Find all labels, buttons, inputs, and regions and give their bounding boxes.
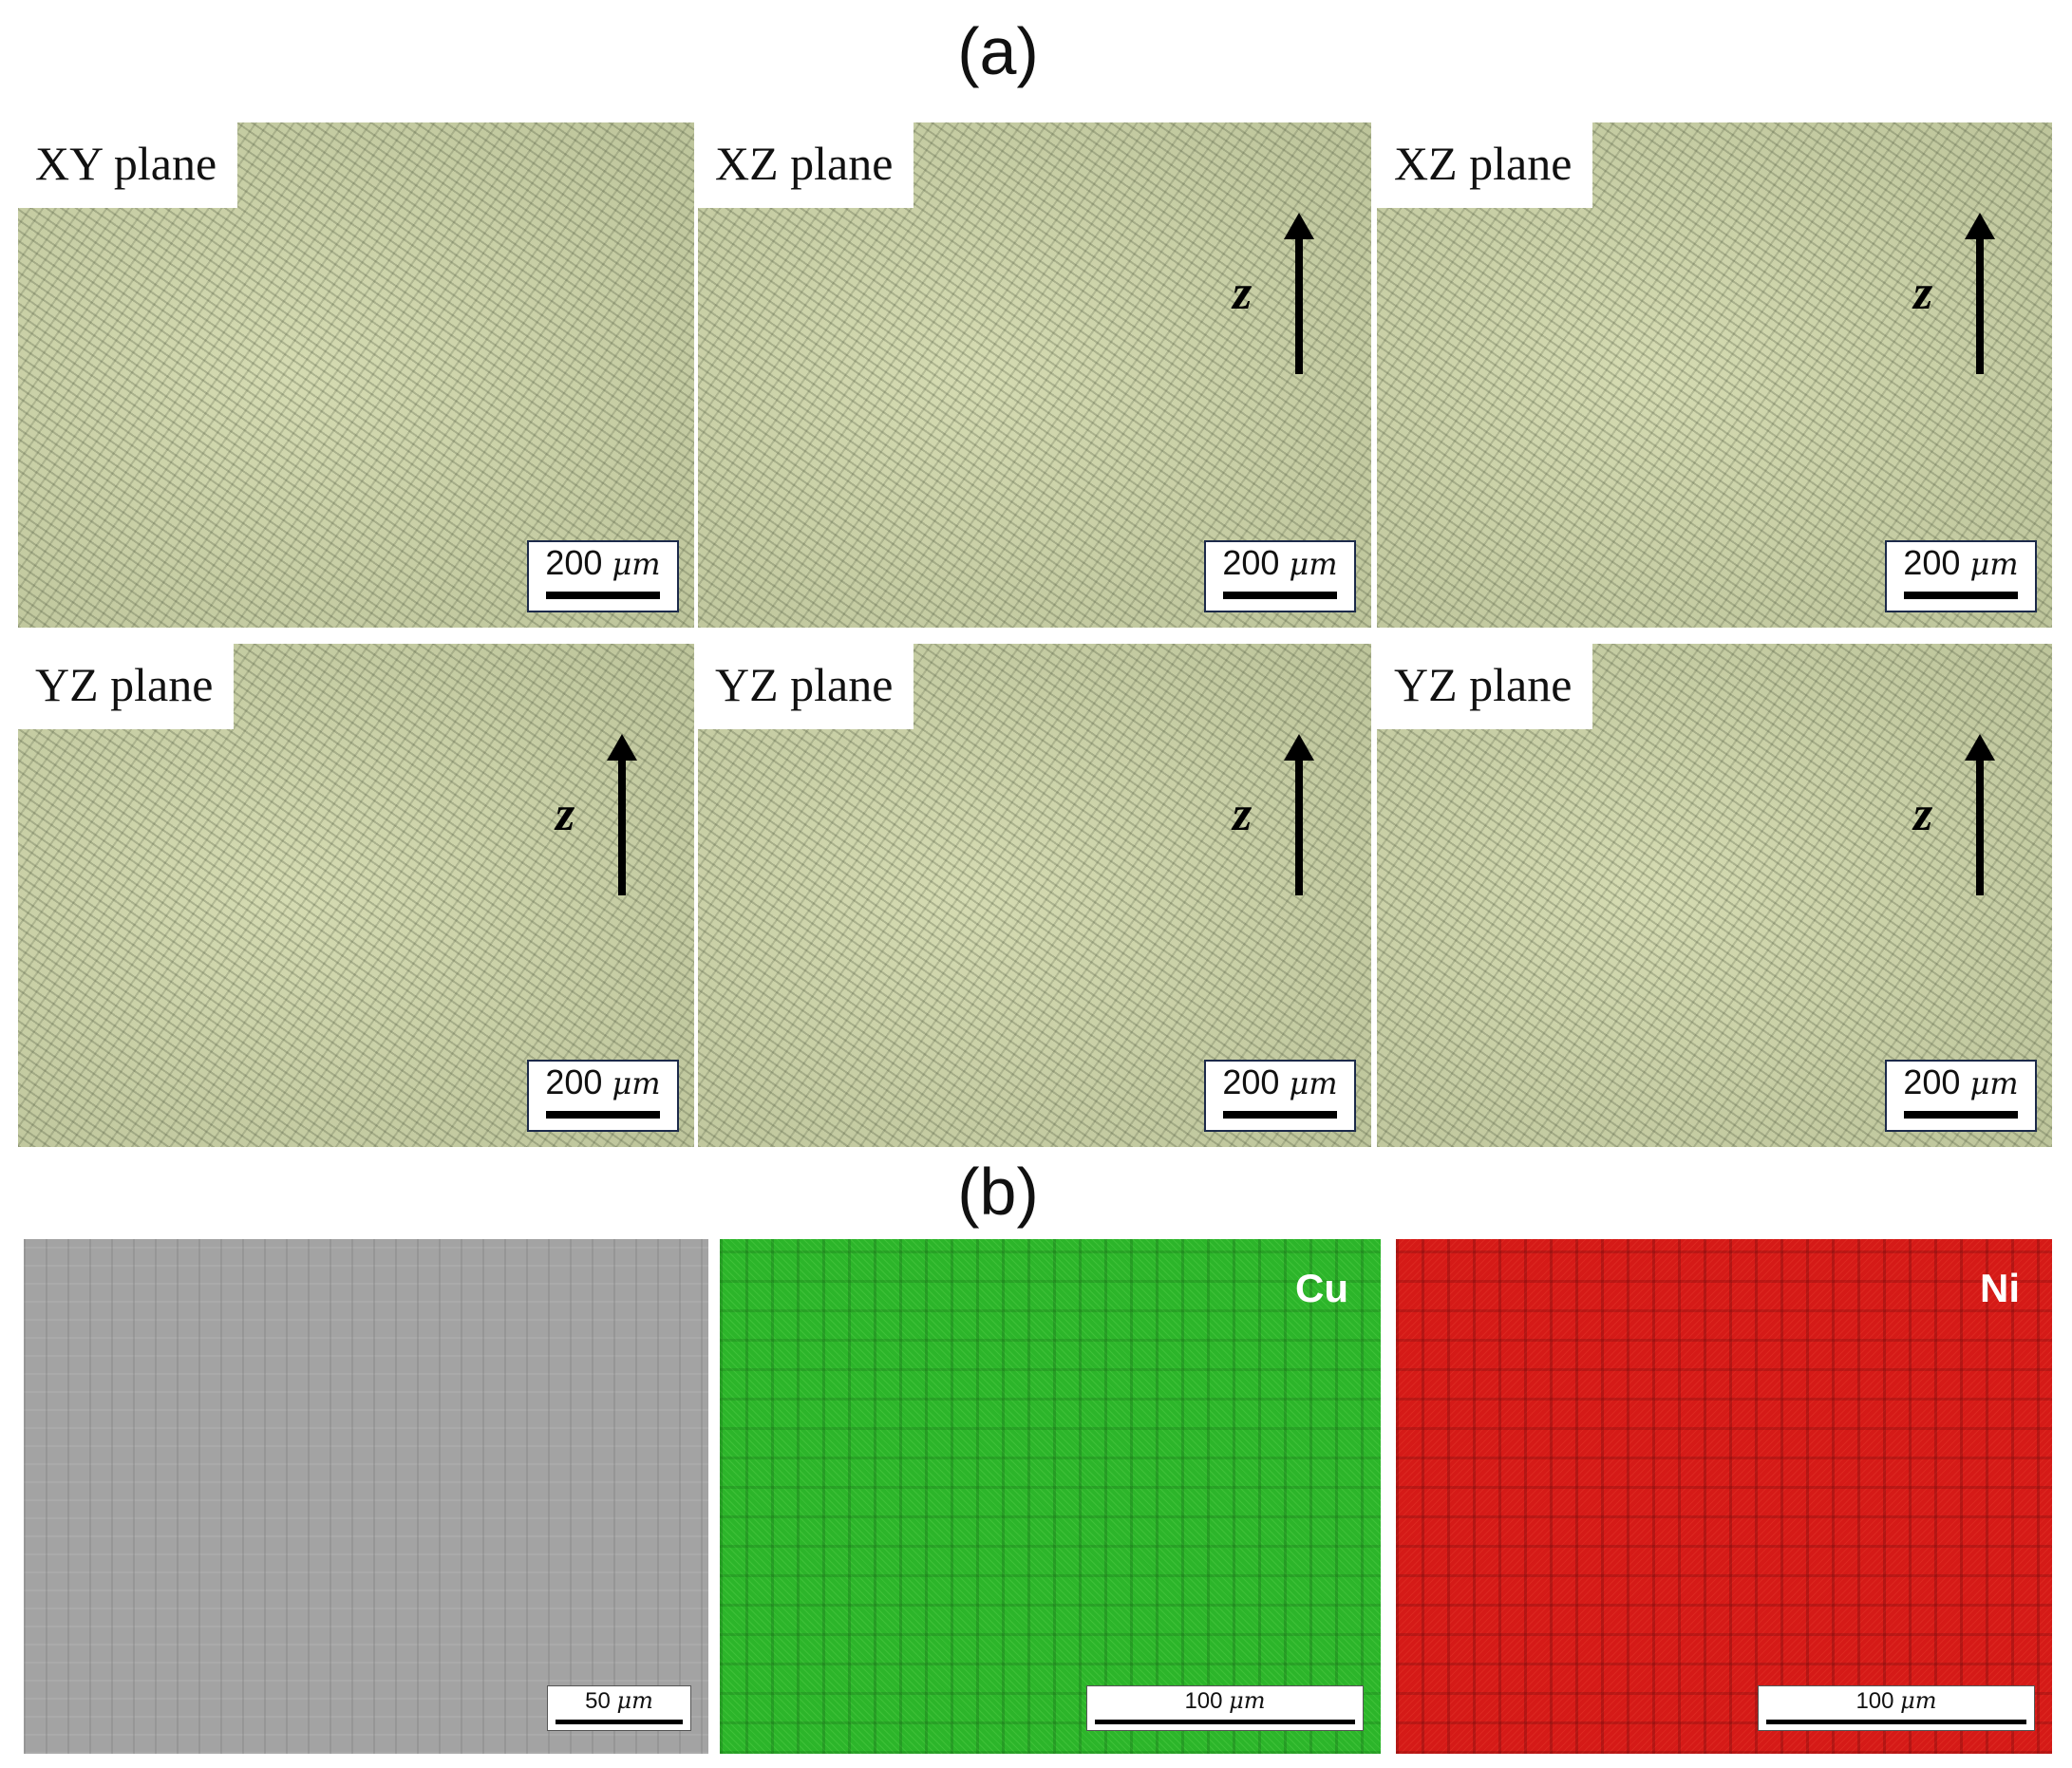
scale-unit: μm xyxy=(1229,1687,1266,1714)
axis-arrow: z xyxy=(1233,213,1314,374)
bar xyxy=(1095,1720,1355,1724)
bar xyxy=(556,1720,683,1724)
plane-label: YZ plane xyxy=(1377,644,1593,729)
plane-label: XY plane xyxy=(18,122,238,208)
axis-arrow: z xyxy=(1913,734,1995,895)
axis-arrow: z xyxy=(556,734,637,895)
scale-value: 200 xyxy=(545,1063,603,1101)
scale-value: 200 xyxy=(545,543,603,582)
map-image: Ni 100 μm xyxy=(1396,1239,2052,1754)
scale-unit: μm xyxy=(1289,546,1338,582)
arrow-line xyxy=(1295,755,1303,895)
scale-value: 200 xyxy=(1222,543,1280,582)
arrow-head xyxy=(1965,213,1995,239)
bar xyxy=(1223,1111,1337,1119)
arrow-line xyxy=(1295,234,1303,374)
map-image: Cu 100 μm xyxy=(720,1239,1381,1754)
axis-label: z xyxy=(556,787,575,841)
arrow-head xyxy=(1284,734,1314,761)
scale-unit: μm xyxy=(1289,1065,1338,1101)
plane-label: YZ plane xyxy=(18,644,235,729)
scale-bar: 200 μm xyxy=(1204,540,1356,612)
axis-label: z xyxy=(1233,787,1253,841)
scale-value: 50 xyxy=(585,1688,611,1714)
scale-bar: 200 μm xyxy=(1885,1060,2037,1132)
scale-unit: μm xyxy=(1969,546,2019,582)
arrow-line xyxy=(1976,755,1984,895)
plane-label: XZ plane xyxy=(1377,122,1593,208)
plane-label: YZ plane xyxy=(698,644,914,729)
scale-bar: 100 μm xyxy=(1086,1685,1364,1731)
micrograph: XZ plane z 200 μm xyxy=(1377,122,2052,628)
scale-unit: μm xyxy=(612,546,661,582)
micrograph: XY plane 200 μm xyxy=(18,122,694,628)
scale-value: 100 xyxy=(1184,1688,1223,1714)
scale-unit: μm xyxy=(1969,1065,2019,1101)
bar xyxy=(1766,1720,2026,1724)
scale-bar: 200 μm xyxy=(527,540,679,612)
panel-label: (b) xyxy=(957,1155,1039,1229)
arrow-line xyxy=(1976,234,1984,374)
plane-label: XZ plane xyxy=(698,122,914,208)
axis-arrow: z xyxy=(1233,734,1314,895)
arrow-head xyxy=(607,734,637,761)
scale-value: 200 xyxy=(1903,1063,1961,1101)
scale-unit: μm xyxy=(612,1065,661,1101)
bar xyxy=(546,1111,660,1119)
axis-arrow: z xyxy=(1913,213,1995,374)
axis-label: z xyxy=(1913,266,1933,320)
bar xyxy=(1223,592,1337,599)
scale-value: 100 xyxy=(1855,1688,1894,1714)
scale-unit: μm xyxy=(616,1687,653,1714)
element-label: Cu xyxy=(1295,1266,1348,1310)
bar xyxy=(1904,592,2018,599)
scale-value: 200 xyxy=(1222,1063,1280,1101)
arrow-head xyxy=(1965,734,1995,761)
scale-bar: 200 μm xyxy=(1204,1060,1356,1132)
bar xyxy=(1904,1111,2018,1119)
micrograph: YZ plane z 200 μm xyxy=(698,644,1371,1147)
element-label: Ni xyxy=(1980,1266,2020,1310)
scale-value: 200 xyxy=(1903,543,1961,582)
scale-unit: μm xyxy=(1900,1687,1937,1714)
panel-label: (a) xyxy=(957,14,1039,88)
micrograph: XZ plane z 200 μm xyxy=(698,122,1371,628)
scale-bar: 50 μm xyxy=(547,1685,691,1731)
arrow-line xyxy=(618,755,626,895)
axis-label: z xyxy=(1913,787,1933,841)
axis-label: z xyxy=(1233,266,1253,320)
bar xyxy=(546,592,660,599)
scale-bar: 200 μm xyxy=(1885,540,2037,612)
arrow-head xyxy=(1284,213,1314,239)
scale-bar: 200 μm xyxy=(527,1060,679,1132)
scale-bar: 100 μm xyxy=(1758,1685,2035,1731)
micrograph: YZ plane z 200 μm xyxy=(1377,644,2052,1147)
map-image: 50 μm xyxy=(24,1239,708,1754)
micrograph: YZ plane z 200 μm xyxy=(18,644,694,1147)
